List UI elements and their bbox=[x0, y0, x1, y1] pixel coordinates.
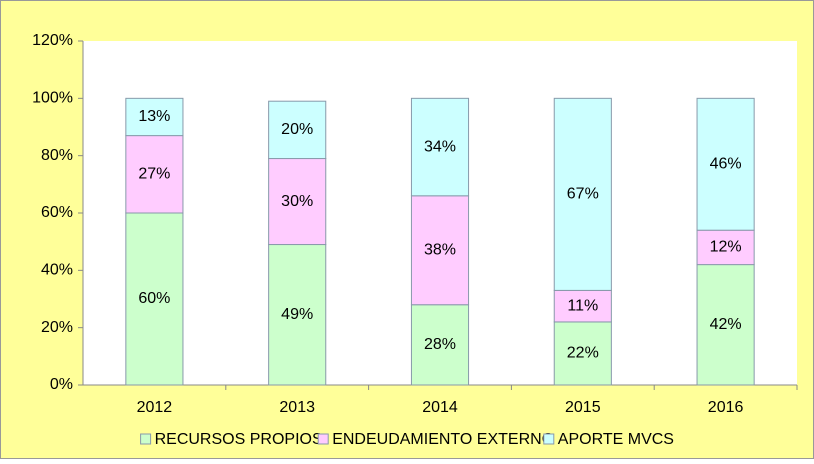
bar-segment bbox=[410, 304, 470, 386]
data-label: 38% bbox=[424, 241, 456, 258]
data-label: 42% bbox=[710, 316, 742, 333]
bar-segment bbox=[553, 289, 612, 323]
legend-label: ENDEUDAMIENTO EXTERNO bbox=[332, 431, 554, 448]
y-tick-label: 80% bbox=[41, 147, 73, 164]
legend-swatch bbox=[317, 433, 329, 445]
bar-segment bbox=[268, 244, 327, 386]
data-label: 27% bbox=[138, 166, 170, 183]
bar-segment bbox=[268, 158, 327, 246]
bar-segment bbox=[696, 264, 755, 386]
x-tick-label: 2015 bbox=[565, 399, 601, 416]
bar-segment bbox=[553, 97, 612, 291]
data-label: 60% bbox=[138, 290, 170, 307]
data-label: 12% bbox=[710, 239, 742, 256]
bar-segment bbox=[125, 212, 184, 386]
legend-label: RECURSOS PROPIOS bbox=[155, 431, 323, 448]
data-label: 20% bbox=[281, 121, 313, 138]
legend-label: APORTE MVCS bbox=[558, 431, 674, 448]
data-label: 67% bbox=[567, 186, 599, 203]
bar-segment bbox=[268, 100, 327, 160]
y-tick-label: 100% bbox=[32, 90, 73, 107]
y-tick-label: 120% bbox=[32, 32, 73, 49]
data-label: 30% bbox=[281, 193, 313, 210]
bar-segment bbox=[696, 229, 755, 266]
bar-segment bbox=[125, 135, 184, 214]
data-label: 13% bbox=[138, 108, 170, 125]
x-tick-label: 2016 bbox=[708, 399, 744, 416]
bar-segment bbox=[410, 97, 470, 197]
x-tick-label: 2014 bbox=[422, 399, 458, 416]
y-tick-label: 20% bbox=[41, 319, 73, 336]
x-tick-label: 2013 bbox=[279, 399, 315, 416]
data-label: 46% bbox=[710, 155, 742, 172]
bar-segment bbox=[553, 321, 612, 386]
y-tick-label: 60% bbox=[41, 204, 73, 221]
legend-swatch bbox=[140, 433, 152, 445]
data-label: 34% bbox=[424, 138, 456, 155]
y-tick-label: 0% bbox=[50, 376, 73, 393]
legend-swatch bbox=[543, 433, 555, 445]
bar-segment bbox=[696, 97, 755, 231]
x-tick-label: 2012 bbox=[137, 399, 173, 416]
data-label: 22% bbox=[567, 345, 599, 362]
y-tick-label: 40% bbox=[41, 262, 73, 279]
data-label: 11% bbox=[567, 297, 598, 314]
data-label: 49% bbox=[281, 306, 313, 323]
data-label: 28% bbox=[424, 336, 456, 353]
bar-segment bbox=[125, 97, 184, 137]
bar-segment bbox=[410, 195, 470, 306]
